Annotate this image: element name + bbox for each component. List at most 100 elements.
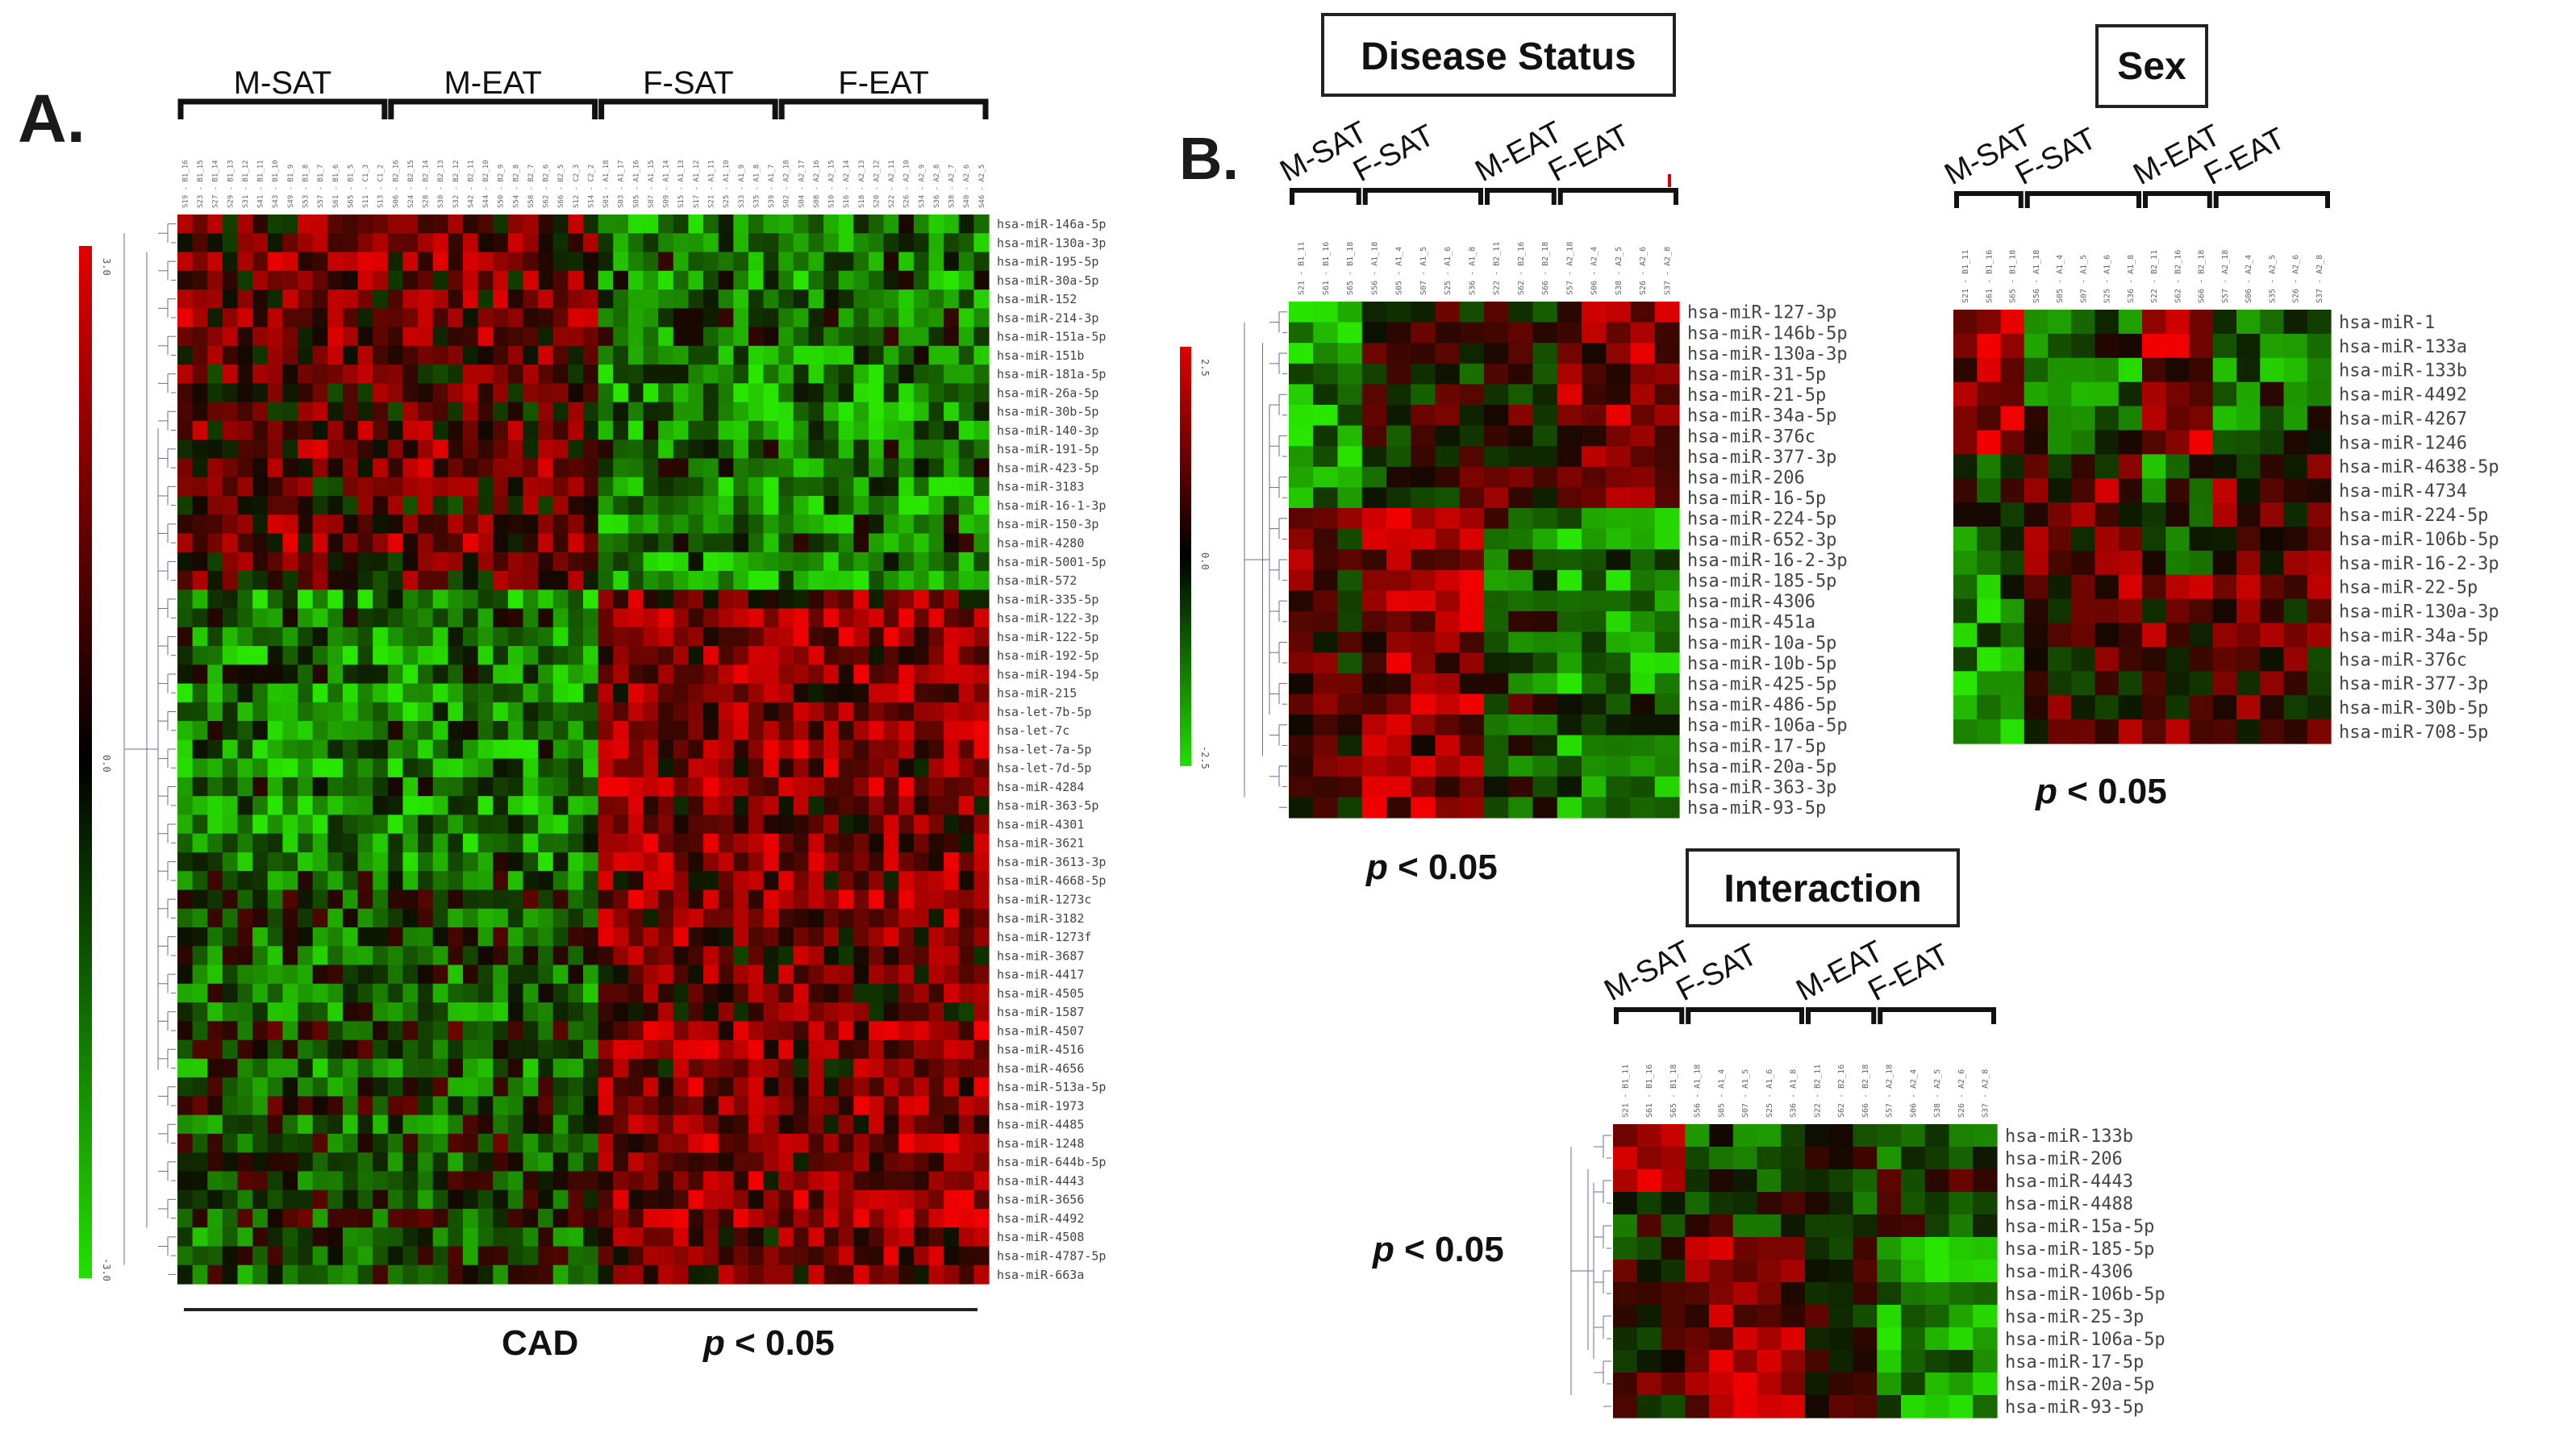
heatmap-cell	[658, 627, 674, 647]
heatmap-cell	[327, 589, 344, 610]
row-label: hsa-miR-652-3p	[1687, 530, 1836, 550]
heatmap-cell	[1459, 590, 1485, 612]
heatmap-cell	[823, 495, 840, 515]
heatmap-cell	[237, 627, 253, 647]
heatmap-cell	[222, 1002, 239, 1022]
heatmap-cell	[928, 477, 944, 497]
heatmap-cell	[703, 1058, 719, 1078]
heatmap-cell	[2024, 406, 2049, 431]
heatmap-cell	[808, 1189, 824, 1210]
heatmap-cell	[402, 571, 419, 590]
heatmap-cell	[733, 814, 749, 835]
heatmap-cell	[2071, 719, 2096, 744]
heatmap-cell	[1630, 446, 1656, 468]
heatmap-cell	[298, 1114, 314, 1135]
heatmap-cell	[1630, 714, 1656, 736]
heatmap-cell	[658, 1114, 674, 1135]
heatmap-cell	[448, 1002, 464, 1022]
heatmap-cell	[913, 927, 930, 947]
heatmap-cell	[1661, 1124, 1686, 1148]
heatmap-cell	[913, 1096, 930, 1116]
heatmap-cell	[1901, 1169, 1926, 1193]
heatmap-cell	[507, 1058, 524, 1078]
heatmap-cell	[177, 439, 194, 460]
heatmap-cell	[658, 345, 674, 365]
heatmap-cell	[868, 270, 885, 290]
heatmap-cell	[1654, 405, 1680, 427]
heatmap-cell	[432, 721, 448, 740]
heatmap-cell	[2095, 695, 2120, 720]
heatmap-cell	[583, 1021, 599, 1041]
heatmap-cell	[1386, 797, 1411, 819]
heatmap-cell	[222, 964, 239, 985]
p-symbol: p	[1365, 848, 1388, 887]
heatmap-cell	[568, 327, 584, 347]
heatmap-cell	[177, 1114, 194, 1135]
heatmap-cell	[883, 1246, 899, 1266]
heatmap-cell	[327, 627, 344, 647]
heatmap-cell	[973, 589, 990, 610]
row-label: hsa-miR-4280	[997, 536, 1084, 551]
heatmap-cell	[823, 608, 840, 628]
heatmap-cell	[1532, 425, 1558, 447]
group-bracket	[1614, 1007, 1685, 1024]
heatmap-cell	[1661, 1192, 1686, 1215]
heatmap-cell	[267, 927, 284, 947]
heatmap-cell	[1337, 652, 1363, 674]
heatmap-cell	[177, 889, 194, 910]
heatmap-cell	[342, 308, 359, 328]
heatmap-cell	[192, 777, 208, 797]
heatmap-cell	[507, 308, 524, 328]
heatmap-cell	[1484, 652, 1509, 674]
sample-label: S06 - A2_4	[1909, 1069, 1918, 1118]
heatmap-cell	[913, 608, 930, 628]
heatmap-cell	[763, 721, 779, 740]
heatmap-cell	[853, 664, 869, 685]
heatmap-cell	[373, 533, 389, 553]
heatmap-cell	[1582, 446, 1607, 468]
heatmap-cell	[853, 964, 869, 985]
heatmap-cell	[2212, 598, 2237, 624]
heatmap-cell	[1313, 425, 1339, 447]
heatmap-cell	[387, 833, 404, 853]
heatmap-cell	[177, 495, 194, 515]
heatmap-cell	[373, 1058, 389, 1078]
heatmap-cell	[312, 364, 328, 384]
sample-label: S28 - B2_14	[423, 160, 431, 208]
heatmap-cell	[552, 983, 569, 1003]
heatmap-cell	[808, 871, 824, 891]
heatmap-cell	[523, 777, 539, 797]
heatmap-cell	[1484, 487, 1509, 509]
heatmap-cell	[1661, 1373, 1686, 1396]
heatmap-cell	[1582, 569, 1607, 591]
heatmap-cell	[838, 215, 854, 234]
heatmap-cell	[507, 946, 524, 966]
heatmap-cell	[552, 721, 569, 740]
heatmap-cell	[2307, 357, 2332, 383]
heatmap-cell	[493, 664, 509, 685]
heatmap-cell	[523, 215, 539, 234]
heatmap-cell	[312, 871, 328, 891]
heatmap-cell	[192, 833, 208, 853]
heatmap-cell	[177, 1096, 194, 1116]
heatmap-cell	[1924, 1124, 1950, 1148]
heatmap-cell	[357, 233, 373, 253]
heatmap-cell	[342, 533, 359, 553]
heatmap-cell	[793, 777, 810, 797]
heatmap-cell	[883, 477, 899, 497]
heatmap-cell	[1781, 1260, 1806, 1283]
heatmap-cell	[748, 1189, 765, 1210]
heatmap-cell	[1361, 363, 1387, 385]
heatmap-cell	[387, 1096, 404, 1116]
heatmap-cell	[673, 1171, 690, 1191]
heatmap-cell	[402, 964, 419, 985]
heatmap-cell	[237, 533, 253, 553]
heatmap-cell	[823, 1152, 840, 1173]
heatmap-cell	[973, 308, 990, 328]
heatmap-cell	[868, 514, 885, 535]
heatmap-cell	[1630, 694, 1656, 715]
heatmap-cell	[387, 1152, 404, 1173]
heatmap-cell	[748, 927, 765, 947]
heatmap-cell	[763, 1152, 779, 1173]
group-bracket	[1290, 188, 1361, 205]
